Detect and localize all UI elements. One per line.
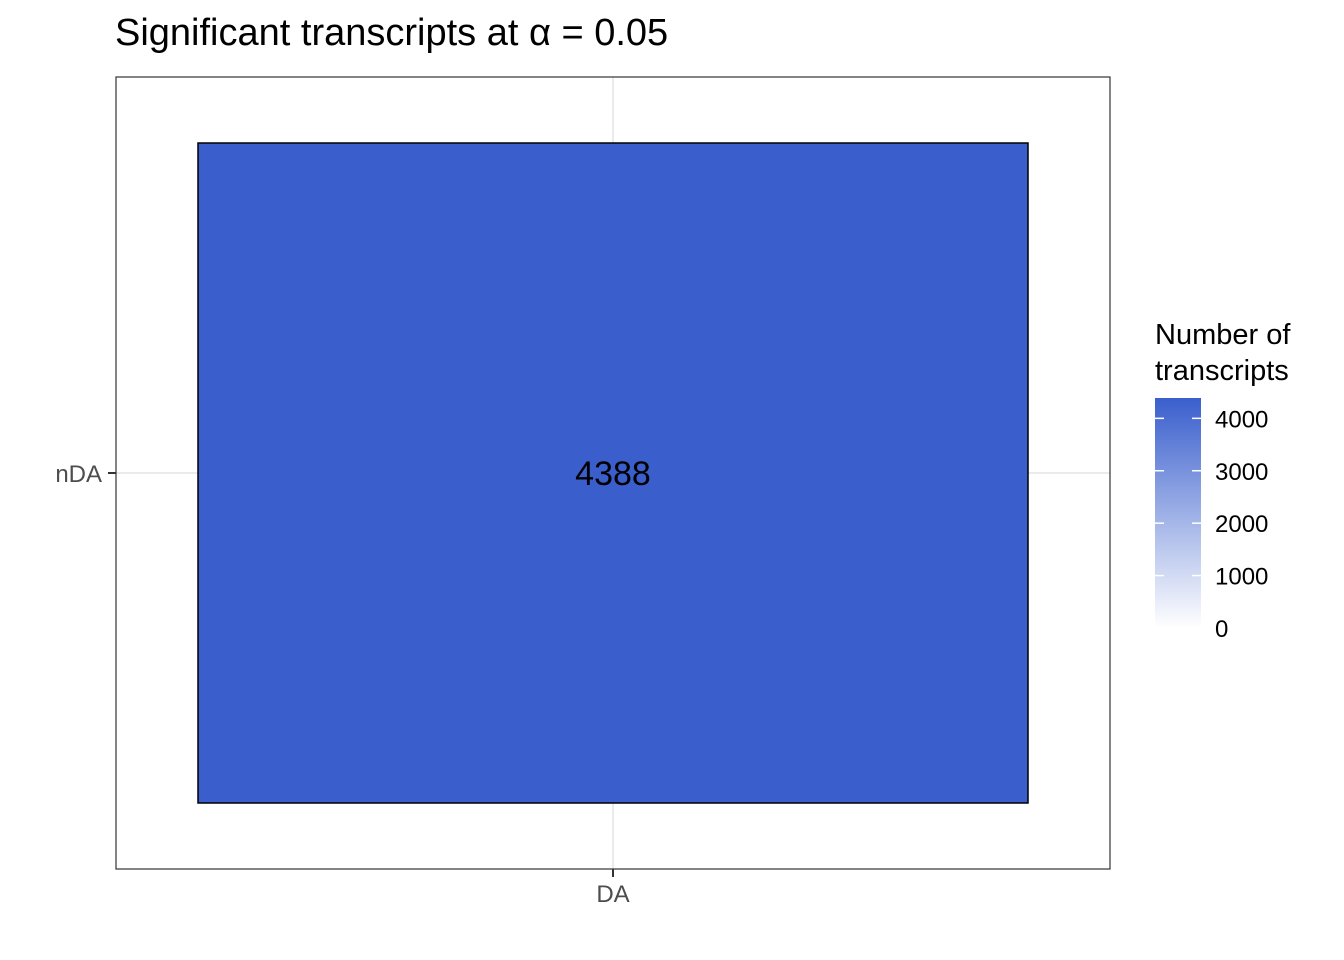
legend-title-line-1: Number of xyxy=(1155,319,1291,351)
legend-label-4000: 4000 xyxy=(1215,406,1268,433)
heatmap-cell-DA-nDA xyxy=(197,142,1029,804)
heatmap-cells: 4388 xyxy=(197,142,1029,804)
legend-label-1000: 1000 xyxy=(1215,564,1268,591)
legend-title-line-2: transcripts xyxy=(1155,355,1289,387)
plot-panel: 4388 xyxy=(115,76,1111,870)
x-tick-label-DA: DA xyxy=(596,881,629,908)
y-axis: nDA xyxy=(55,461,116,488)
legend-colorbar xyxy=(1155,398,1201,628)
legend-ticks: 0 1000 2000 3000 4000 xyxy=(1155,406,1268,643)
legend: Number of transcripts 0 1000 2000 3000 4000 xyxy=(1155,319,1291,643)
y-tick-label-nDA: nDA xyxy=(55,461,102,488)
legend-label-3000: 3000 xyxy=(1215,459,1268,486)
cell-value-label: 4388 xyxy=(575,455,651,493)
legend-label-0: 0 xyxy=(1215,616,1228,643)
chart-title: Significant transcripts at α = 0.05 xyxy=(115,12,668,54)
x-axis: DA xyxy=(596,869,630,908)
legend-label-2000: 2000 xyxy=(1215,511,1268,538)
